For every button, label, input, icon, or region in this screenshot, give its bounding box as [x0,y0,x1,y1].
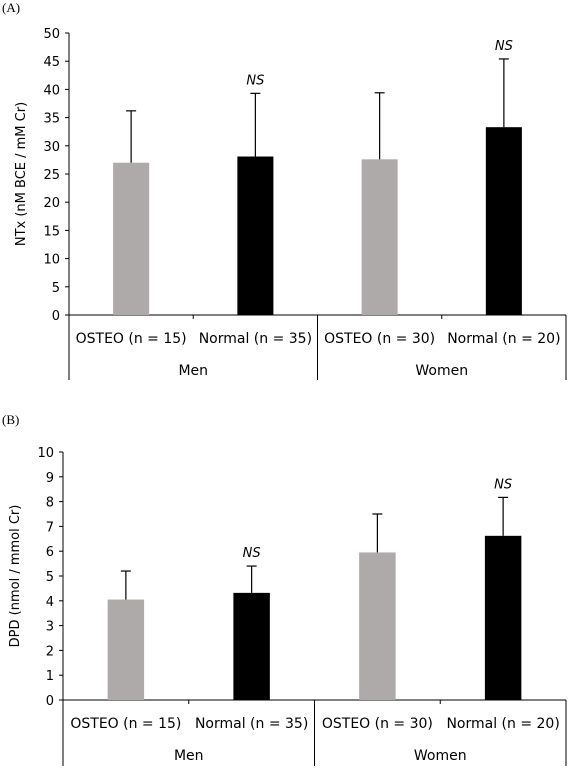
chart1-bar [107,599,145,700]
chart0-y-tick-label: 40 [43,83,60,98]
chart1-y-tick-label: 2 [46,644,54,659]
chart1-y-tick-label: 10 [37,446,54,461]
chart1-bar [233,592,270,700]
chart0-y-tick-label: 50 [43,27,60,42]
chart1-bar [484,535,522,700]
chart0-y-tick-label: 10 [43,253,60,268]
chart1-y-tick-label: 9 [46,471,54,486]
chart0-bar [237,156,274,315]
chart0-y-tick-label: 5 [52,281,60,296]
chart0-bar [113,162,150,315]
chart1-bar [359,552,396,700]
panel-a-svg: 0 5 10 15 20 25 30 35 40 45 50 NTx (nM BCE / mM Cr)… [14,27,567,380]
chart0-bar [485,127,522,315]
chart1-y-tick-label: 8 [46,496,54,511]
panel-b-svg: 0 1 2 3 4 5 6 7 8 9 10 DPD (nmol / mmol Cr) OSTEO (n… [8,446,567,766]
chart0-y-tick-label: 25 [43,168,60,183]
chart1-y-tick-label: 0 [46,694,54,709]
chart1-category-label: OSTEO (n = 15) [70,716,181,732]
chart1-y-tick-label: 6 [46,545,54,560]
chart1-y-tick-label: 7 [46,520,54,535]
chart0-y-tick-label: 30 [43,140,60,155]
panel-a-chart: (A) 0 5 10 15 20 25 30 35 40 45 50 NTx (nM BCE / mM… [2,0,567,380]
chart0-group-label: Men [178,363,208,379]
chart0-y-tick-label: 15 [43,224,60,239]
chart0-y-tick-label: 45 [43,55,60,70]
chart1-category-label: Normal (n = 35) [195,716,308,732]
chart1-significance-label: NS [243,546,261,561]
chart1-category-label: OSTEO (n = 30) [322,716,433,732]
chart1-group-label: Men [174,748,204,764]
chart0-y-axis-title: NTx (nM BCE / mM Cr) [14,102,29,246]
chart0-bar [361,159,398,315]
chart1-y-tick-label: 5 [46,570,54,585]
chart0-group-label: Women [415,363,468,379]
chart0-y-tick-label: 20 [43,196,60,211]
chart1-significance-label: NS [494,477,512,492]
chart0-category-label: Normal (n = 20) [447,331,560,347]
chart0-significance-label: NS [495,39,513,54]
chart1-y-tick-label: 3 [46,620,54,635]
chart1-group-label: Women [414,748,467,764]
chart0-category-label: OSTEO (n = 30) [324,331,435,347]
panel-b-label: (B) [2,412,20,427]
chart0-significance-label: NS [246,73,264,88]
chart0-y-tick-label: 0 [52,309,60,324]
panel-a-label: (A) [2,0,21,15]
chart1-category-label: Normal (n = 20) [446,716,559,732]
chart1-y-tick-label: 1 [46,669,54,684]
chart1-y-axis-title: DPD (nmol / mmol Cr) [8,505,23,648]
panel-b-chart: (B) 0 1 2 3 4 5 6 7 8 9 10 DPD (nmol / mmol Cr) OSTE… [0,412,572,768]
chart0-category-label: OSTEO (n = 15) [76,331,187,347]
chart0-y-tick-label: 35 [43,112,60,127]
chart0-category-label: Normal (n = 35) [199,331,312,347]
chart1-y-tick-label: 4 [46,595,54,610]
